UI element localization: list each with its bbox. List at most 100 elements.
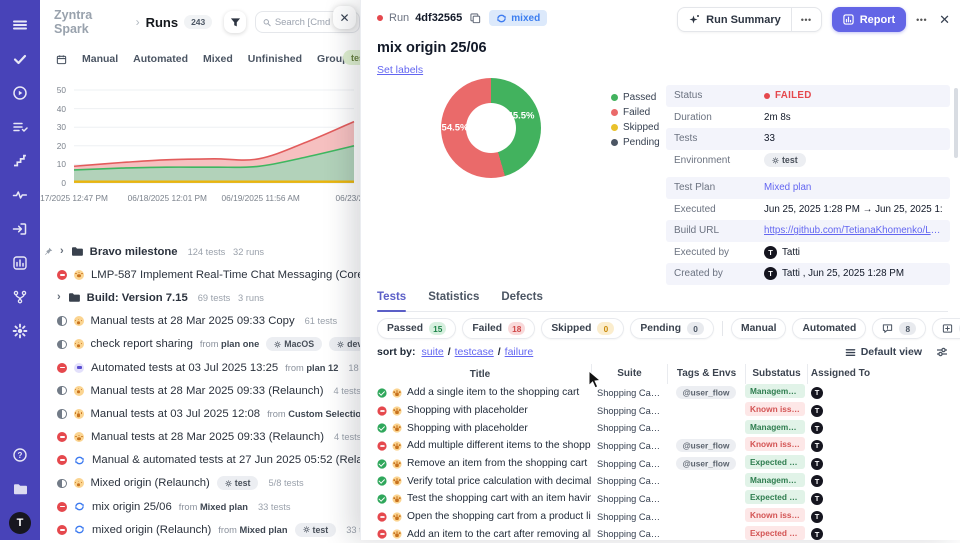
test-row[interactable]: Shopping with placeholder Shopping Cart … — [369, 419, 956, 437]
user-avatar[interactable]: T — [9, 512, 31, 534]
runs-tab-automated[interactable]: Automated — [133, 53, 188, 65]
breadcrumb-section[interactable]: Runs — [146, 15, 179, 30]
run-title[interactable]: check report sharing — [91, 338, 193, 350]
runs-tab-unfinished[interactable]: Unfinished — [248, 53, 302, 65]
test-suite[interactable]: Shopping Cart @smoke ... — [591, 406, 667, 416]
sort-by-suite[interactable]: suite — [422, 346, 444, 358]
report-button[interactable]: Report — [832, 7, 906, 32]
projects-folder-icon[interactable] — [0, 472, 40, 506]
substatus-badge[interactable]: Management d... — [745, 420, 805, 434]
tag-badge[interactable]: @user_flow — [676, 439, 737, 452]
environment-badge[interactable]: test — [217, 476, 259, 490]
assignee-avatar[interactable]: T — [811, 405, 823, 417]
copy-run-id-icon[interactable] — [470, 13, 481, 24]
import-login-icon[interactable] — [0, 212, 40, 246]
close-run-panel-button[interactable]: ✕ — [939, 12, 950, 28]
run-title[interactable]: Manual tests at 28 Mar 2025 09:33 (Relau… — [91, 431, 324, 443]
add-note-icon-filter-button[interactable]: 15 — [932, 318, 960, 339]
test-row[interactable]: Open the shopping cart from a product li… — [369, 508, 956, 526]
settings-gear-icon[interactable] — [0, 314, 40, 348]
column-header[interactable]: Suite — [591, 364, 667, 384]
column-header[interactable]: Assigned To — [807, 364, 873, 384]
analytics-report-icon[interactable] — [0, 246, 40, 280]
test-row[interactable]: Add a single item to the shopping cart S… — [369, 384, 956, 402]
test-title[interactable]: Shopping with placeholder — [407, 423, 528, 434]
test-title[interactable]: Add an item to the cart after removing a… — [407, 529, 591, 540]
test-suite[interactable]: Shopping Cart @smoke ... — [591, 423, 667, 433]
run-group-title[interactable]: Bravo milestone — [90, 246, 178, 258]
run-group-title[interactable]: Build: Version 7.15 — [87, 292, 188, 304]
set-labels-link[interactable]: Set labels — [377, 64, 423, 76]
filter-automated-button[interactable]: Automated — [792, 318, 866, 339]
detail-link[interactable]: Mixed plan — [764, 182, 811, 193]
sort-by-testcase[interactable]: testcase — [455, 346, 494, 358]
substatus-badge[interactable]: Expected beha... — [745, 455, 805, 469]
run-row[interactable]: LMP-587 Implement Real-Time Chat Messagi… — [40, 263, 360, 286]
run-title[interactable]: Manual tests at 28 Mar 2025 09:33 Copy — [91, 315, 295, 327]
run-title[interactable]: mixed origin (Relaunch) — [92, 524, 211, 536]
run-title[interactable]: mix origin 25/06 — [92, 501, 172, 513]
column-header[interactable]: Title — [369, 369, 591, 380]
runs-check-icon[interactable] — [0, 42, 40, 76]
menu-icon[interactable] — [0, 8, 40, 42]
run-summary-more-button[interactable]: ••• — [792, 15, 821, 25]
filter-funnel-button[interactable] — [224, 11, 246, 33]
assignee-avatar[interactable]: T — [811, 387, 823, 399]
test-row[interactable]: Verify total price calculation with deci… — [369, 472, 956, 490]
test-suite[interactable]: Shopping Cart @smoke ... — [591, 529, 667, 539]
test-row[interactable]: Test the shopping cart with an item havi… — [369, 490, 956, 508]
test-row[interactable]: Add multiple different items to the shop… — [369, 437, 956, 455]
pulse-icon[interactable] — [0, 178, 40, 212]
substatus-badge[interactable]: Known issue — [745, 508, 805, 522]
tab-tests[interactable]: Tests — [377, 291, 406, 311]
run-summary-button[interactable]: Run Summary — [678, 14, 791, 26]
assignee-avatar[interactable]: T — [811, 528, 823, 540]
test-title[interactable]: Shopping with placeholder — [407, 405, 528, 416]
test-title[interactable]: Add multiple different items to the shop… — [407, 440, 591, 451]
milestones-steps-icon[interactable] — [0, 144, 40, 178]
substatus-badge[interactable]: Expected error — [745, 526, 805, 540]
substatus-badge[interactable]: Known issue — [745, 402, 805, 416]
test-suite[interactable]: Shopping Cart @smoke ... — [591, 459, 667, 469]
scrollbar-thumb[interactable] — [954, 88, 958, 158]
tab-defects[interactable]: Defects — [501, 291, 543, 311]
assignee-avatar[interactable]: T — [811, 511, 823, 523]
runs-tab-manual[interactable]: Manual — [82, 53, 118, 65]
substatus-badge[interactable]: Management d... — [745, 473, 805, 487]
calendar-icon[interactable] — [56, 54, 67, 65]
test-row[interactable]: Add an item to the cart after removing a… — [369, 526, 956, 543]
tag-badge[interactable]: @user_flow — [676, 386, 737, 399]
assignee-avatar[interactable]: T — [811, 493, 823, 505]
run-row[interactable]: Manual tests at 28 Mar 2025 09:33 (Relau… — [40, 379, 360, 402]
more-actions-button[interactable]: ••• — [916, 15, 927, 25]
help-icon[interactable]: ? — [0, 438, 40, 472]
run-row[interactable]: Manual tests at 28 Mar 2025 09:33 (Relau… — [40, 426, 360, 449]
close-runs-panel-button[interactable]: ✕ — [333, 6, 356, 29]
run-title[interactable]: LMP-587 Implement Real-Time Chat Messagi… — [91, 269, 360, 281]
play-circle-icon[interactable] — [0, 76, 40, 110]
assignee-avatar[interactable]: T — [811, 422, 823, 434]
column-header[interactable]: Substatus — [745, 364, 807, 384]
tag-badge[interactable]: @user_flow — [676, 457, 737, 470]
test-suite[interactable]: Shopping Cart @smoke ... — [591, 441, 667, 451]
sort-by-failure[interactable]: failure — [505, 346, 534, 358]
test-suite[interactable]: Shopping Cart @smoke ... — [591, 494, 667, 504]
test-suite[interactable]: Shopping Cart @smoke ... — [591, 512, 667, 522]
substatus-badge[interactable]: Known issue — [745, 437, 805, 451]
tab-statistics[interactable]: Statistics — [428, 291, 479, 311]
assignee-avatar[interactable]: T — [811, 440, 823, 452]
environment-badge[interactable]: test — [295, 523, 337, 537]
view-settings-sliders-icon[interactable] — [936, 346, 948, 358]
test-suite[interactable]: Shopping Cart @smoke ... — [591, 476, 667, 486]
test-title[interactable]: Remove an item from the shopping cart — [407, 458, 587, 469]
